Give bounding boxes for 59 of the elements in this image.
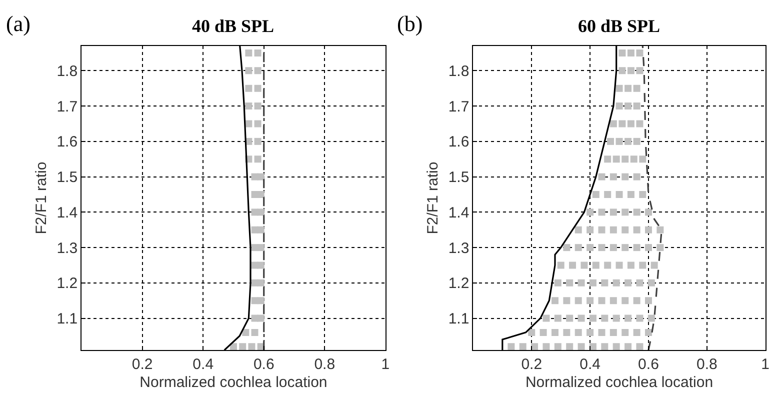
y-tick-label: 1.4	[448, 204, 470, 222]
x-axis-title: Normalized cochlea location	[140, 374, 328, 392]
point	[239, 343, 246, 350]
x-tick-label: 0.4	[580, 356, 600, 374]
x-axis-title: Normalized cochlea location	[525, 374, 714, 392]
y-tick-label: 1.5	[448, 169, 470, 186]
point	[248, 343, 256, 350]
point	[254, 138, 262, 145]
y-tick-label: 1.6	[448, 134, 470, 151]
point	[257, 190, 264, 198]
point	[245, 84, 252, 92]
point	[245, 102, 252, 110]
x-tick-label: 0.2	[132, 356, 153, 374]
point	[257, 314, 264, 322]
y-tick-label: 1.4	[56, 204, 78, 222]
point	[254, 120, 262, 128]
text: (b)	[397, 11, 423, 36]
x-tick-label: 1	[761, 356, 770, 374]
point	[257, 262, 264, 269]
point	[254, 49, 262, 56]
point	[251, 328, 258, 336]
y-tick-label: 1.8	[448, 62, 470, 80]
point	[257, 226, 264, 234]
y-tick-label: 1.7	[56, 98, 78, 116]
point	[254, 156, 262, 163]
y-tick-label: 1.6	[56, 134, 78, 151]
point	[245, 67, 252, 74]
y-tick-label: 1.8	[56, 62, 78, 80]
x-tick-label: 0.8	[696, 356, 718, 374]
x-tick-label: 0.8	[314, 356, 336, 374]
point	[245, 49, 252, 56]
y-tick-label: 1.1	[448, 310, 470, 328]
x-tick-label: 0.6	[638, 356, 659, 374]
y-tick-label: 1.5	[56, 169, 78, 186]
y-tick-label: 1.2	[56, 275, 78, 292]
point	[257, 208, 264, 216]
x-tick-label: 1	[381, 356, 390, 374]
x-tick-label: 0.4	[192, 356, 214, 374]
y-axis-title: F2/F1 ratio	[424, 162, 442, 234]
point	[242, 328, 250, 336]
y-tick-label: 1.1	[56, 310, 78, 328]
point	[245, 120, 252, 128]
point	[257, 173, 264, 180]
y-tick-label: 1.3	[448, 240, 470, 257]
x-tick-label: 0.2	[521, 356, 542, 374]
x-tick-label: 0.6	[253, 356, 274, 374]
point	[254, 67, 262, 74]
y-tick-label: 1.3	[56, 240, 78, 257]
text: (a)	[6, 11, 30, 36]
point	[257, 244, 264, 252]
y-tick-label: 1.7	[448, 98, 470, 116]
chart-title: 40 dB SPL	[192, 16, 274, 36]
point	[257, 279, 264, 286]
y-axis-title: F2/F1 ratio	[32, 162, 50, 234]
point	[257, 297, 264, 304]
chart-title: 60 dB SPL	[578, 16, 660, 36]
point	[254, 84, 262, 92]
point	[254, 102, 262, 110]
y-tick-label: 1.2	[448, 275, 470, 292]
